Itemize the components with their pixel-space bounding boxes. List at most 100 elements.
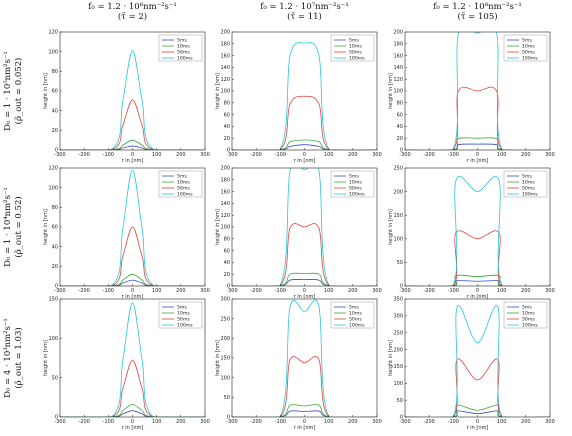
y-tick-label: 40 (224, 260, 230, 266)
column-title-3-line-2: (τ̄ = 105) (457, 11, 497, 22)
y-tick-label: 160 (393, 53, 403, 59)
x-tick-label: 300 (545, 152, 555, 158)
y-tick-label: 200 (220, 166, 230, 172)
series-line-100ms (60, 50, 205, 150)
y-tick-label: 150 (220, 356, 230, 362)
column-title-2-line-2: (τ̄ = 11) (287, 11, 322, 22)
series-line-10ms (60, 273, 205, 286)
legend-label-50ms: 50ms (349, 186, 362, 192)
series-line-10ms (60, 139, 205, 150)
y-tick-label: 150 (393, 213, 403, 219)
x-tick-label: 100 (497, 288, 507, 294)
x-axis-label: r in [nm] (122, 294, 144, 300)
y-tick-label: 250 (393, 330, 403, 336)
y-tick-label: 20 (224, 272, 230, 278)
y-tick-label: 150 (48, 297, 58, 303)
y-tick-label: 0 (400, 415, 403, 421)
y-tick-label: 180 (220, 178, 230, 184)
y-tick-label: 0 (400, 284, 403, 290)
column-titles: f₀ = 1.2 · 10⁶nm⁻²s⁻¹(τ̄ = 2) f₀ = 1.2 · … (88, 2, 522, 22)
x-tick-label: -200 (423, 152, 434, 158)
x-tick-label: 100 (152, 152, 162, 158)
y-tick-label: 40 (52, 244, 58, 250)
y-tick-label: 20 (52, 264, 58, 270)
x-axis-label: r in [nm] (294, 425, 316, 431)
x-tick-label: 0 (303, 288, 306, 294)
y-tick-label: 0 (55, 148, 58, 154)
legend-label-10ms: 10ms (349, 44, 362, 50)
y-tick-label: 40 (397, 124, 403, 130)
panel-r3c2: -300 -200 -100 0 100 200 300 0 50 100 150 200 250 300… (215, 297, 382, 431)
y-axis-label: height in [nm] (43, 209, 49, 245)
x-tick-label: -100 (448, 288, 459, 294)
y-tick-label: 160 (220, 189, 230, 195)
y-axis-label: height in [nm] (215, 73, 221, 109)
y-tick-label: 120 (48, 166, 58, 172)
y-tick-label: 120 (48, 30, 58, 36)
x-tick-label: 300 (372, 419, 382, 425)
x-tick-label: 300 (200, 152, 210, 158)
y-tick-label: 60 (224, 112, 230, 118)
y-tick-label: 50 (224, 395, 230, 401)
series-line-100ms (60, 302, 205, 417)
legend-box (158, 34, 203, 62)
y-tick-label: 200 (393, 347, 403, 353)
legend-label-10ms: 10ms (522, 311, 535, 317)
legend-label-50ms: 50ms (349, 50, 362, 56)
row-title-2-line-2: (ρ̃_out = 0.52) (13, 196, 24, 257)
panel-r2c3: -300 -200 -100 0 100 200 300 0 50 100 150 200 250 r i… (388, 166, 555, 300)
x-tick-label: 100 (152, 419, 162, 425)
series-line-50ms (405, 358, 550, 417)
y-tick-label: 180 (393, 42, 403, 48)
y-tick-label: 100 (220, 89, 230, 95)
x-tick-label: -200 (250, 419, 261, 425)
panel-r2c1: -300 -200 -100 0 100 200 300 0 20 40 60 80 100 120 r i… (43, 166, 210, 300)
y-tick-label: 40 (224, 124, 230, 130)
y-tick-label: 100 (393, 381, 403, 387)
legend-label-100ms: 100ms (177, 192, 193, 198)
panel-r1c1: -300 -200 -100 0 100 200 300 0 20 40 60 80 100 120 r i… (43, 30, 210, 164)
y-tick-label: 100 (48, 336, 58, 342)
series-line-50ms (60, 359, 205, 417)
x-tick-label: -100 (275, 419, 286, 425)
y-tick-label: 120 (393, 77, 403, 83)
x-tick-label: 200 (176, 419, 186, 425)
y-axis-label: height in [nm] (388, 73, 394, 109)
x-tick-label: -300 (54, 152, 65, 158)
x-tick-label: 200 (521, 152, 531, 158)
y-axis-label: height in [nm] (215, 209, 221, 245)
y-tick-label: 160 (220, 53, 230, 59)
x-tick-label: 200 (176, 288, 186, 294)
y-tick-label: 100 (48, 49, 58, 55)
panel-r2c2: -300 -200 -100 0 100 200 300 0 20 40 60 80 100 120 140… (215, 166, 382, 300)
legend-label-50ms: 50ms (349, 317, 362, 323)
y-axis-label: height in [nm] (43, 73, 49, 109)
x-tick-label: -100 (103, 152, 114, 158)
x-tick-label: -300 (54, 288, 65, 294)
legend-label-5ms: 5ms (349, 305, 359, 311)
x-tick-label: 100 (152, 288, 162, 294)
y-tick-label: 300 (220, 297, 230, 303)
x-tick-label: 200 (521, 288, 531, 294)
row-title-1-line-2: (ρ̃_out = 0.052) (13, 58, 24, 125)
x-tick-label: -200 (78, 288, 89, 294)
x-tick-label: 0 (131, 288, 134, 294)
x-tick-label: -100 (103, 419, 114, 425)
x-tick-label: 300 (372, 288, 382, 294)
y-tick-label: 0 (400, 148, 403, 154)
x-tick-label: -300 (226, 419, 237, 425)
x-tick-label: -100 (448, 419, 459, 425)
legend-box (158, 170, 203, 198)
legend-label-100ms: 100ms (349, 323, 365, 329)
legend-label-50ms: 50ms (177, 186, 190, 192)
legend-label-5ms: 5ms (522, 305, 532, 311)
panel-r3c3: -300 -200 -100 0 100 200 300 0 50 100 150 200 250 300… (388, 297, 555, 431)
x-tick-label: 200 (348, 419, 358, 425)
x-tick-label: -300 (226, 152, 237, 158)
x-tick-label: 200 (348, 288, 358, 294)
